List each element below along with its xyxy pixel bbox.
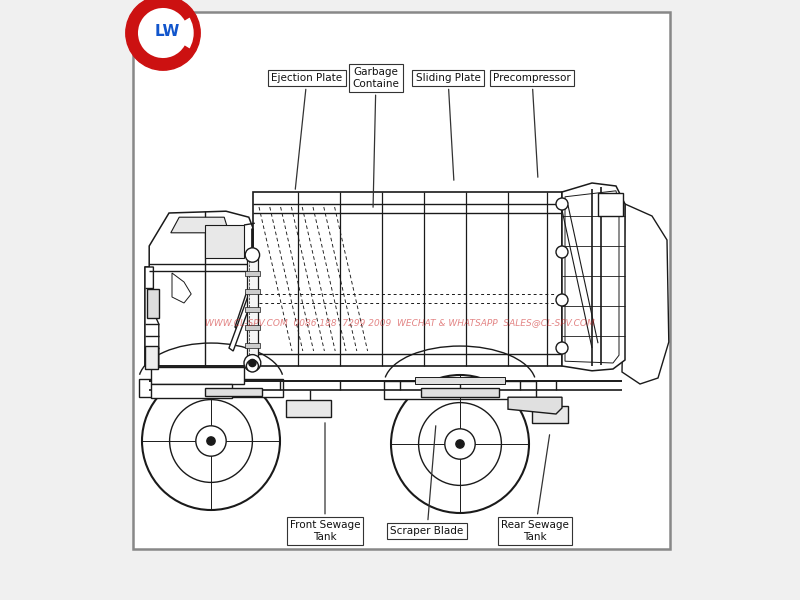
Text: Garbage
Containe: Garbage Containe (353, 67, 399, 207)
Text: Rear Sewage
Tank: Rear Sewage Tank (501, 435, 569, 542)
Bar (147, 289, 159, 318)
Bar (245, 271, 259, 276)
Text: WWW.CL-SPV.COM  0086 188  7299 2009  WECHAT & WHATSAPP  SALES@CL-SPV.COM: WWW.CL-SPV.COM 0086 188 7299 2009 WECHAT… (205, 318, 595, 326)
Circle shape (246, 360, 258, 372)
Polygon shape (562, 183, 625, 371)
Bar (138, 379, 283, 397)
Text: Scraper Blade: Scraper Blade (390, 426, 464, 536)
Bar (145, 346, 158, 369)
Bar (133, 12, 670, 549)
Circle shape (445, 429, 475, 459)
Circle shape (196, 426, 226, 456)
Circle shape (556, 294, 568, 306)
Circle shape (456, 440, 464, 448)
Text: Sliding Plate: Sliding Plate (415, 73, 481, 180)
Bar (253, 192, 562, 366)
Circle shape (556, 246, 568, 258)
Bar (245, 289, 259, 294)
Text: Ejection Plate: Ejection Plate (271, 73, 342, 189)
Bar (245, 325, 259, 330)
Text: Precompressor: Precompressor (493, 73, 571, 177)
Bar (247, 255, 258, 366)
Bar (415, 377, 505, 384)
Bar (286, 400, 331, 417)
Polygon shape (171, 217, 229, 233)
Polygon shape (622, 204, 669, 384)
Bar (151, 367, 244, 384)
Circle shape (556, 342, 568, 354)
Polygon shape (508, 397, 562, 414)
Circle shape (418, 403, 502, 485)
Circle shape (391, 375, 529, 513)
Circle shape (246, 248, 259, 262)
Text: Front Sewage
Tank: Front Sewage Tank (290, 423, 360, 542)
Circle shape (126, 0, 200, 70)
Circle shape (249, 359, 256, 367)
Bar (598, 193, 623, 216)
Circle shape (244, 355, 261, 371)
Polygon shape (235, 273, 256, 330)
Circle shape (142, 372, 280, 510)
Bar (532, 406, 568, 423)
Bar (205, 225, 244, 258)
Polygon shape (565, 191, 619, 363)
Circle shape (207, 437, 215, 445)
Bar (245, 343, 259, 348)
Bar (421, 388, 499, 397)
Polygon shape (145, 267, 158, 366)
Circle shape (556, 198, 568, 210)
Bar (245, 307, 259, 312)
Polygon shape (229, 294, 253, 351)
Circle shape (170, 400, 253, 482)
Bar (384, 381, 536, 399)
Bar (205, 388, 262, 396)
Polygon shape (145, 211, 253, 366)
Bar (151, 384, 232, 398)
Text: LW: LW (155, 25, 181, 40)
Circle shape (133, 3, 193, 63)
